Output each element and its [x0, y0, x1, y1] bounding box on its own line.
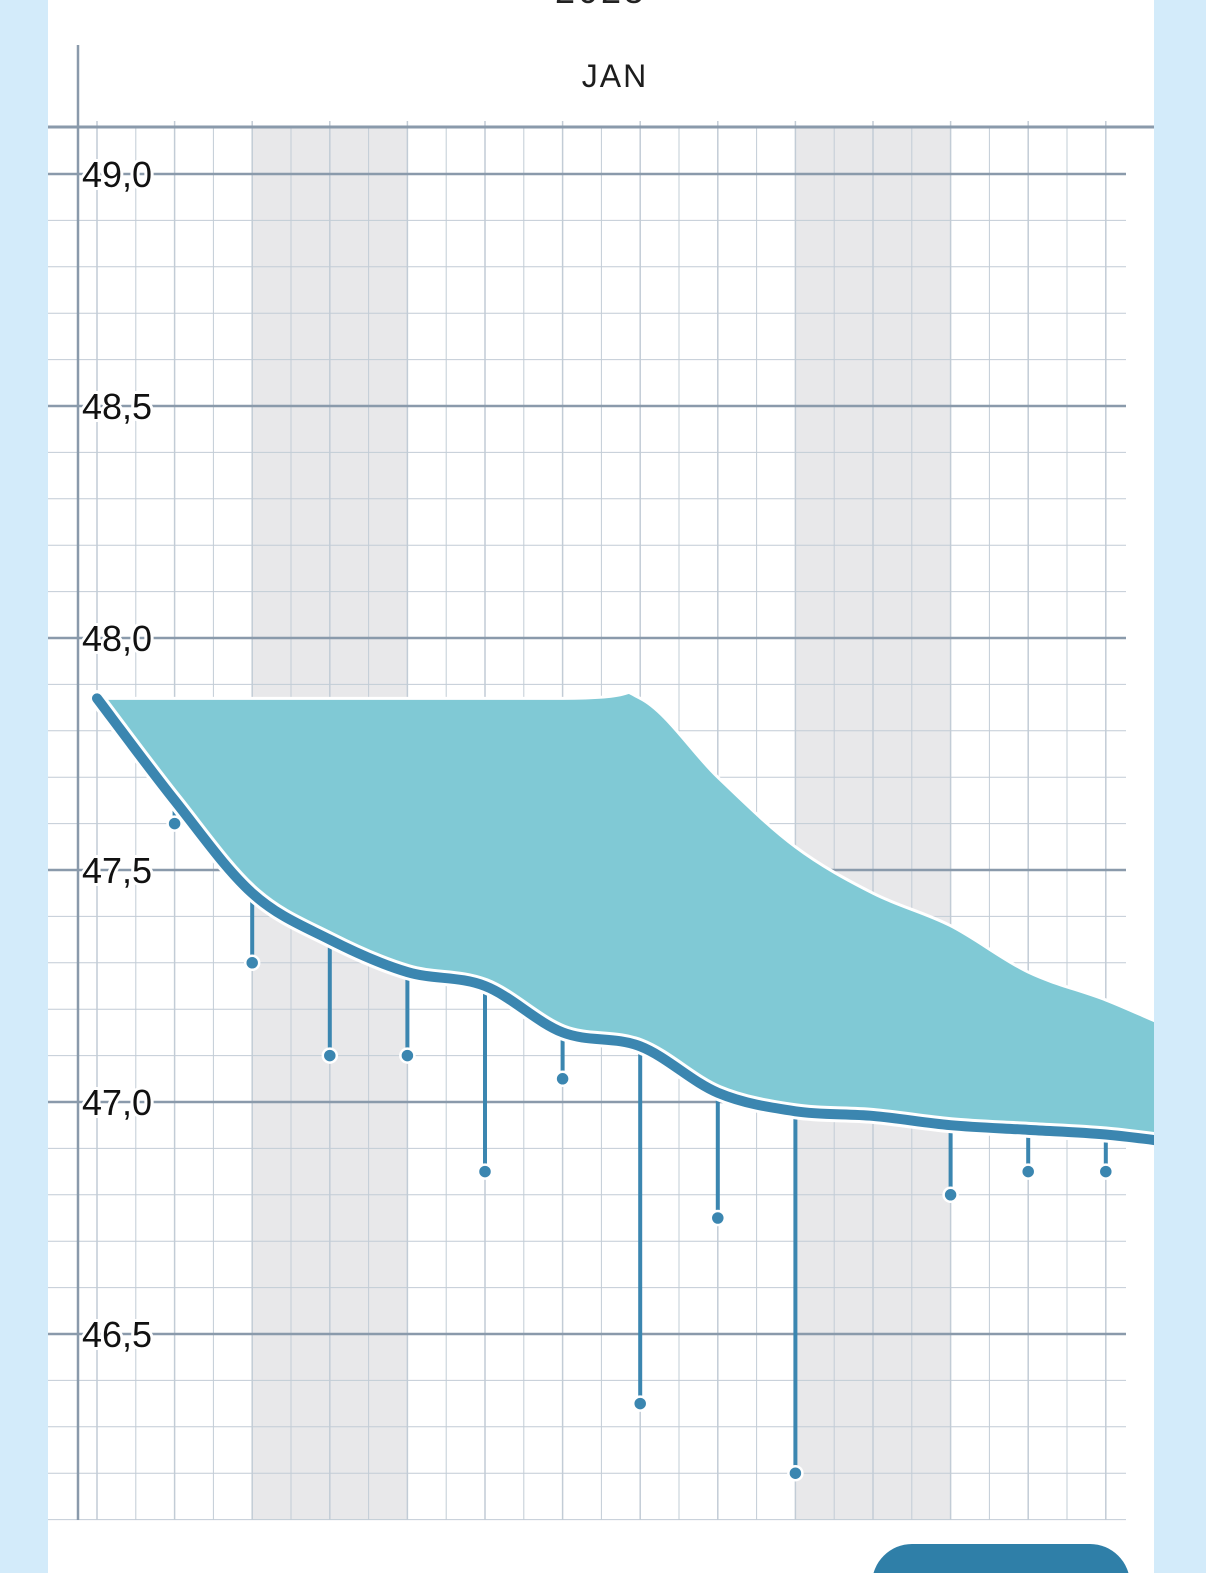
measurement-point — [942, 1186, 959, 1204]
measurement-point — [476, 1163, 494, 1180]
measurement-point — [1019, 1163, 1037, 1180]
y-tick-label: 48,0 — [82, 618, 152, 659]
measurement-point — [631, 1395, 649, 1412]
trend-line — [92, 693, 1154, 1146]
y-tick-label: 47,5 — [82, 850, 152, 891]
weight-chart: 49,0 48,5 48,0 47,5 47,0 46,5 — [48, 45, 1154, 1521]
chart-page: 2025 49,0 48,5 48,0 47,5 47,0 46,5 JAN — [48, 0, 1154, 1573]
loss-area — [95, 691, 1154, 1142]
y-tick-label: 47,0 — [82, 1082, 152, 1123]
action-button[interactable] — [872, 1544, 1130, 1573]
measurement-point — [166, 815, 183, 832]
y-tick-label: 46,5 — [82, 1314, 152, 1355]
y-tick-label: 48,5 — [82, 386, 152, 427]
measurement-point — [399, 1047, 416, 1064]
measurement-point — [787, 1464, 804, 1482]
measurement-point — [243, 954, 261, 972]
month-label: JAN — [581, 58, 649, 94]
measurement-point — [709, 1209, 727, 1227]
measurement-point — [554, 1070, 571, 1088]
measurement-point — [321, 1047, 339, 1064]
measurement-point — [1097, 1163, 1115, 1180]
y-tick-label: 49,0 — [82, 154, 152, 195]
year-label: 2025 — [48, 0, 1154, 12]
